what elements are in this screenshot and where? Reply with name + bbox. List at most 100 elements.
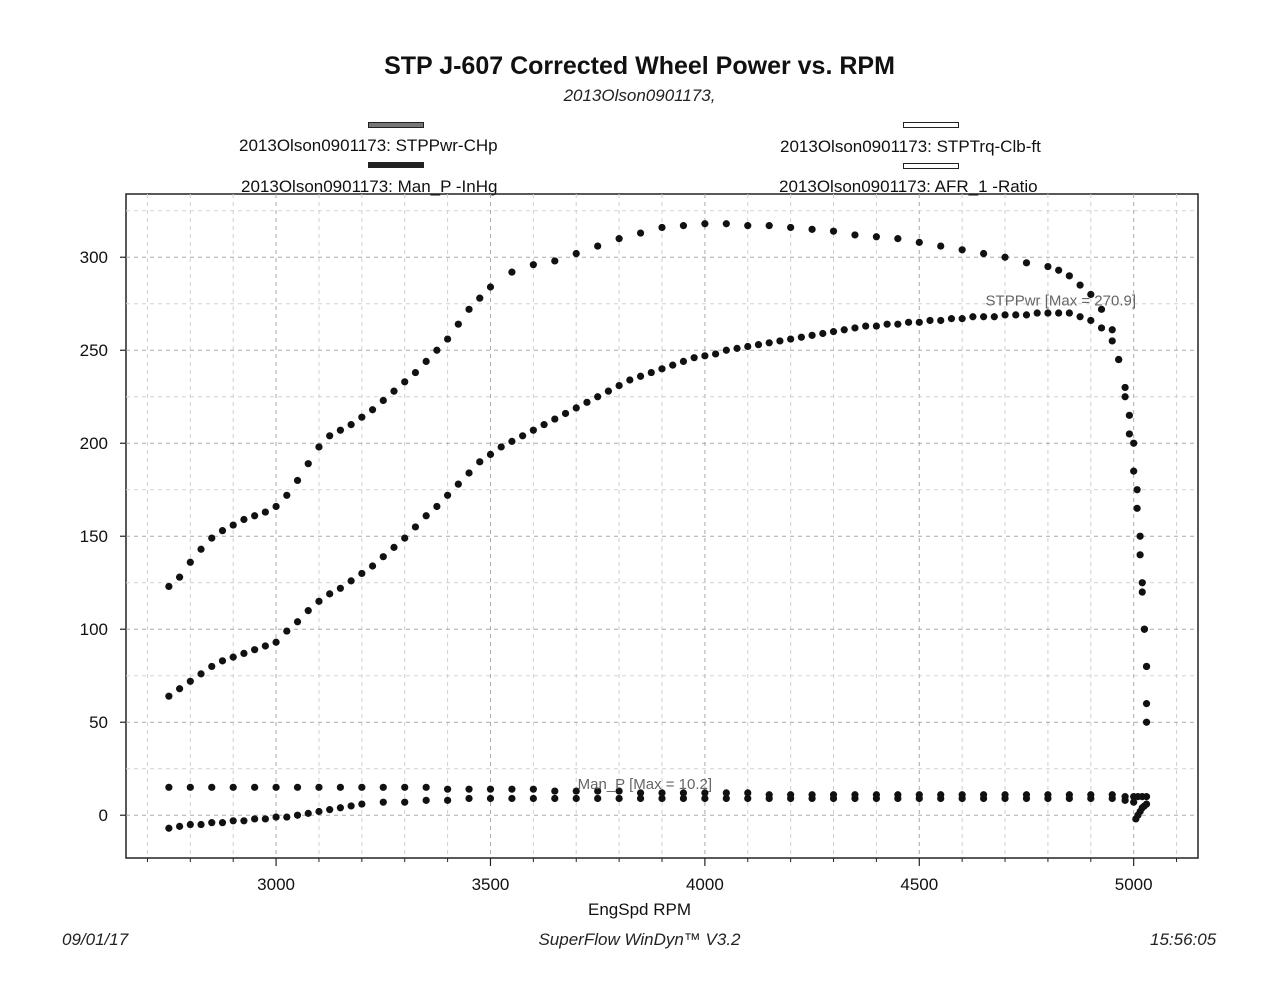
data-point xyxy=(1121,393,1129,401)
data-point xyxy=(808,331,816,339)
data-point xyxy=(872,794,881,803)
data-point xyxy=(1022,794,1031,803)
legend-swatch-afr xyxy=(903,163,959,169)
data-point xyxy=(1087,290,1095,299)
data-point xyxy=(186,558,194,566)
data-point xyxy=(1121,796,1129,804)
data-point xyxy=(326,806,334,814)
data-point xyxy=(401,798,409,806)
data-point xyxy=(379,396,387,405)
data-point xyxy=(197,545,205,553)
data-point xyxy=(969,313,977,321)
data-point xyxy=(165,582,173,591)
data-point xyxy=(251,646,259,654)
footer-software: SuperFlow WinDyn™ V3.2 xyxy=(538,930,741,949)
data-point xyxy=(315,443,323,451)
data-point xyxy=(1001,311,1009,319)
data-point xyxy=(1087,316,1095,325)
data-point xyxy=(411,368,420,377)
data-point xyxy=(336,804,344,812)
data-point xyxy=(358,413,366,421)
legend-item-pwr: 2013Olson0901173: STPPwr-CHp xyxy=(239,136,498,155)
data-point xyxy=(1108,337,1116,345)
y-tick-label: 0 xyxy=(99,806,108,825)
data-point xyxy=(508,794,516,803)
data-point xyxy=(722,346,730,354)
y-tick-label: 300 xyxy=(80,248,108,267)
data-point xyxy=(261,815,269,823)
data-point xyxy=(486,450,495,458)
data-point xyxy=(980,249,988,258)
data-point xyxy=(336,584,344,592)
data-point xyxy=(829,794,838,803)
data-point xyxy=(904,318,913,326)
data-point xyxy=(326,432,334,440)
data-point xyxy=(658,223,666,232)
data-point xyxy=(572,404,580,412)
data-point xyxy=(636,789,645,797)
data-point xyxy=(401,783,409,791)
data-point xyxy=(712,350,720,358)
data-point xyxy=(615,794,623,803)
data-point xyxy=(1140,625,1148,633)
data-point xyxy=(883,320,891,328)
data-point xyxy=(1136,551,1144,559)
data-point xyxy=(229,521,237,529)
chart-annotation: STPPwr [Max = 270.9] xyxy=(986,293,1136,310)
data-point xyxy=(486,283,495,291)
data-point xyxy=(937,794,945,803)
data-point xyxy=(1138,579,1146,587)
annotations: STPPwr [Max = 270.9] Man_P [Max = 10.2] xyxy=(578,293,1136,794)
data-point xyxy=(529,785,537,793)
data-point xyxy=(433,346,441,354)
data-point xyxy=(915,794,923,803)
data-point xyxy=(851,231,859,239)
data-point xyxy=(197,670,205,678)
data-point xyxy=(551,257,559,265)
data-point xyxy=(218,657,227,665)
data-point xyxy=(1138,588,1146,596)
x-tick-label: 4000 xyxy=(686,875,724,894)
data-point xyxy=(551,787,559,795)
data-point xyxy=(1125,411,1133,419)
data-point xyxy=(829,227,838,235)
data-point xyxy=(754,341,763,349)
data-point xyxy=(379,553,387,561)
data-point xyxy=(572,794,580,803)
data-point xyxy=(1001,253,1009,261)
data-point xyxy=(208,783,216,791)
data-point xyxy=(218,527,227,535)
data-point xyxy=(1097,324,1106,332)
data-point xyxy=(980,794,988,803)
data-point xyxy=(454,480,462,488)
data-point xyxy=(486,785,495,793)
data-point xyxy=(915,318,923,326)
data-point xyxy=(465,794,473,803)
data-point xyxy=(1108,794,1116,803)
data-point xyxy=(422,357,430,365)
data-point xyxy=(165,692,173,700)
data-point xyxy=(583,398,591,406)
data-point xyxy=(208,819,216,827)
y-tick-label: 50 xyxy=(89,713,108,732)
data-point xyxy=(776,337,784,345)
data-point xyxy=(958,246,966,254)
data-point xyxy=(765,222,773,230)
data-point xyxy=(840,326,848,334)
data-point xyxy=(572,249,580,258)
data-point xyxy=(379,798,387,806)
legend-item-trq: 2013Olson0901173: STPTrq-Clb-ft xyxy=(780,137,1041,156)
data-point xyxy=(872,322,881,330)
data-point xyxy=(1055,266,1063,274)
data-point xyxy=(894,235,902,243)
data-point xyxy=(529,794,537,803)
data-point xyxy=(862,322,870,330)
x-tick-label: 3000 xyxy=(257,875,295,894)
data-point xyxy=(626,376,634,384)
data-point xyxy=(787,794,795,803)
data-point xyxy=(1055,309,1063,317)
y-tick-label: 200 xyxy=(80,434,108,453)
data-point xyxy=(186,783,194,791)
data-point xyxy=(744,342,752,351)
data-point xyxy=(829,328,838,336)
